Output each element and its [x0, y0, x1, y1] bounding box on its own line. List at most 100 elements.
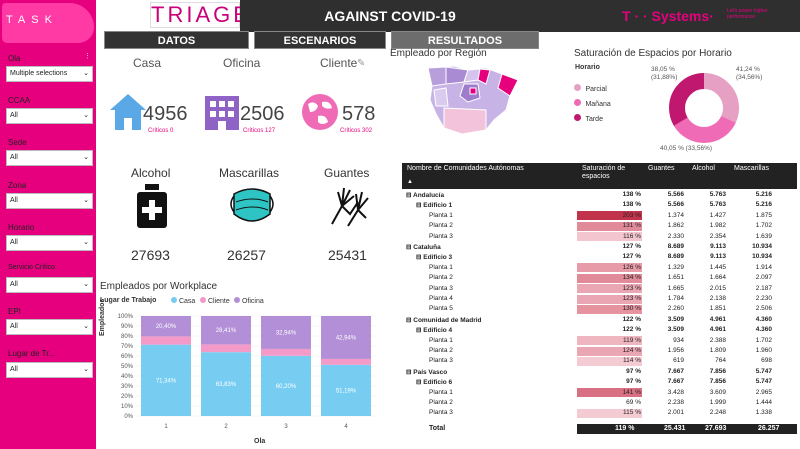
filter-eraser-icon[interactable]: ⋮ [84, 53, 91, 60]
table-row[interactable]: Planta 4 123 % 1.784 2.138 2.230 [402, 294, 797, 304]
kpi-label-casa: Casa [133, 56, 162, 70]
tab-resultados[interactable]: RESULTADOS [391, 31, 539, 49]
table-row[interactable]: Planta 3 123 % 1.665 2.015 2.187 [402, 284, 797, 294]
table-row[interactable]: ⊟ Cataluña 127 % 8.689 9.113 10.934 [402, 242, 797, 252]
tab-datos[interactable]: DATOS [104, 31, 249, 49]
table-row[interactable]: Planta 2 69 % 2.238 1.999 1.444 [402, 398, 797, 408]
donut-slice-manana[interactable] [669, 73, 739, 143]
row-guantes: 5.566 [667, 191, 684, 198]
donut-legend-item[interactable]: Tarde [574, 108, 603, 126]
table-row[interactable]: Planta 1 119 % 934 2.388 1.702 [402, 336, 797, 346]
y-tick-label: 30% [121, 384, 134, 390]
col-header-alcohol[interactable]: Alcohol [692, 165, 715, 172]
row-name: ⊟ Cataluña [406, 244, 441, 251]
row-guantes: 2.260 [667, 305, 684, 313]
y-tick-label: 60% [121, 354, 134, 360]
donut-legend-title: Horario [575, 64, 600, 71]
row-alcohol: 5.763 [709, 191, 726, 198]
data-label: 51,19% [336, 388, 357, 394]
table-row[interactable]: Planta 2 124 % 1.956 1.809 1.960 [402, 346, 797, 356]
stacked-bar-chart[interactable]: 0% 10% 20% 30% 40% 50% 60% 70% 80% 90% 100% 71,34% 2… [112, 310, 380, 440]
table-row[interactable]: ⊟ Edificio 1 138 % 5.566 5.763 5.216 [402, 200, 797, 210]
heatmap-cell [577, 388, 642, 398]
col-header-saturation[interactable]: Saturación de espacios [582, 165, 626, 180]
row-mascarillas: 1.702 [755, 336, 772, 344]
donut-legend-item[interactable]: Mañana [574, 93, 611, 111]
row-saturation: 134 % [622, 274, 641, 282]
kpi-critical-oficina: Críticos 127 [243, 128, 276, 134]
table-row[interactable]: ⊟ País Vasco 97 % 7.667 7.856 5.747 [402, 367, 797, 377]
table-row[interactable]: Planta 1 126 % 1.329 1.445 1.914 [402, 263, 797, 273]
bar-legend-title: Lugar de Trabajo [100, 297, 157, 304]
table-row[interactable]: ⊟ Comunidad de Madrid 122 % 3.509 4.961 4.36… [402, 315, 797, 325]
table-row[interactable]: ⊟ Edificio 6 97 % 7.667 7.856 5.747 [402, 377, 797, 387]
table-row[interactable]: Planta 3 115 % 2.001 2.248 1.338 [402, 408, 797, 418]
tab-escenarios[interactable]: ESCENARIOS [254, 31, 386, 49]
edit-pencil-icon[interactable]: ✎ [357, 58, 366, 69]
data-label: 20,40% [156, 324, 177, 330]
sort-caret-icon[interactable]: ▲ [407, 179, 413, 185]
table-row[interactable]: ⊟ Edificio 4 122 % 3.509 4.961 4.360 [402, 325, 797, 335]
row-mascarillas: 1.914 [755, 263, 772, 271]
table-row[interactable]: Planta 2 134 % 1.651 1.664 2.097 [402, 273, 797, 283]
donut-slice-tarde[interactable] [669, 73, 739, 143]
row-saturation: 126 % [622, 263, 641, 271]
data-label: 32,94% [276, 330, 297, 336]
heatmap-cell [577, 356, 642, 366]
row-name: Planta 2 [429, 274, 453, 282]
row-saturation: 122 % [622, 315, 641, 323]
bar-legend-item[interactable]: Oficina [234, 297, 264, 305]
table-row[interactable]: Planta 3 114 % 619 764 698 [402, 356, 797, 366]
donut-legend-item[interactable]: Parcial [574, 78, 607, 96]
row-alcohol: 764 [715, 357, 726, 365]
spain-region-map[interactable] [424, 62, 524, 142]
col-header-name[interactable]: Nombre de Comunidades Autónomas [407, 165, 524, 172]
bar-segment-casa[interactable] [201, 352, 251, 416]
table-row[interactable]: Planta 1 203 % 1.374 1.427 1.875 [402, 211, 797, 221]
supply-value-alcohol: 27693 [131, 247, 170, 263]
bar-segment-casa[interactable] [321, 364, 371, 416]
bar-segment-cliente[interactable] [141, 336, 191, 345]
table-row[interactable]: Planta 2 131 % 1.862 1.982 1.702 [402, 221, 797, 231]
col-header-mascarillas[interactable]: Mascarillas [734, 165, 770, 172]
table-row[interactable]: ⊟ Edificio 3 127 % 8.689 9.113 10.934 [402, 252, 797, 262]
bar-segment-cliente[interactable] [261, 348, 311, 356]
table-row[interactable]: Planta 3 116 % 2.330 2.354 1.639 [402, 232, 797, 242]
filter-select-ccaa[interactable]: All ⌄ [6, 108, 93, 124]
row-saturation: 115 % [623, 409, 641, 417]
row-mascarillas: 4.360 [755, 326, 772, 334]
filter-select-epi[interactable]: All ⌄ [6, 319, 93, 335]
bar-segment-oficina[interactable] [321, 316, 371, 359]
col-header-guantes[interactable]: Guantes [648, 165, 675, 172]
bar-segment-oficina[interactable] [261, 316, 311, 349]
chevron-down-icon: ⌄ [83, 112, 89, 119]
donut-label-1: 38,05 % (31,88%) [651, 66, 678, 81]
filter-select-horario[interactable]: All ⌄ [6, 235, 93, 251]
table-row[interactable]: Planta 5 130 % 2.260 1.851 2.506 [402, 304, 797, 314]
heatmap-cell [577, 398, 642, 408]
bar-segment-oficina[interactable] [201, 316, 251, 345]
table-row[interactable]: Planta 1 141 % 3.428 3.609 2.965 [402, 388, 797, 398]
filter-select-ola[interactable]: Multiple selections ⌄ [6, 66, 93, 82]
filter-select-zona[interactable]: All ⌄ [6, 193, 93, 209]
bar-segment-oficina[interactable] [141, 316, 191, 337]
filter-select-servicio-critico[interactable]: All ⌄ [6, 277, 93, 293]
bar-legend-item[interactable]: Casa [171, 297, 195, 305]
row-guantes: 619 [673, 357, 684, 365]
heatmap-cell [577, 346, 642, 356]
heatmap-cell [577, 284, 642, 294]
row-mascarillas: 5.216 [755, 191, 772, 198]
row-mascarillas: 2.230 [755, 295, 772, 302]
row-guantes: 3.428 [667, 388, 684, 396]
table-row[interactable]: ⊟ Andalucía 138 % 5.566 5.763 5.216 [402, 190, 797, 200]
bar-segment-cliente[interactable] [321, 358, 371, 365]
bar-segment-cliente[interactable] [201, 344, 251, 353]
bar-segment-casa[interactable] [261, 355, 311, 416]
row-alcohol: 1.809 [709, 347, 726, 354]
donut-chart[interactable] [668, 72, 740, 144]
filter-select-sede[interactable]: All ⌄ [6, 150, 93, 166]
bar-legend-item[interactable]: Cliente [200, 297, 230, 305]
filter-select-lugar-trabajo[interactable]: All ⌄ [6, 362, 93, 378]
heatmap-cell [577, 294, 642, 304]
bar-segment-casa[interactable] [141, 344, 191, 416]
